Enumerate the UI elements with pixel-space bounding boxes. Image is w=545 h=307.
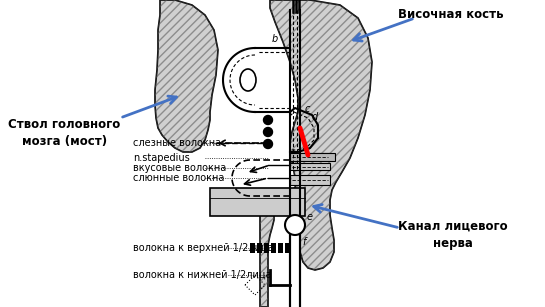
Text: b: b <box>272 34 278 44</box>
Polygon shape <box>155 0 218 152</box>
Circle shape <box>263 127 272 137</box>
Text: d: d <box>312 112 318 122</box>
Bar <box>257 243 262 253</box>
FancyBboxPatch shape <box>290 163 330 170</box>
Circle shape <box>263 139 272 149</box>
Text: Височная кость: Височная кость <box>398 8 504 21</box>
Bar <box>210 188 305 216</box>
Bar <box>250 243 255 253</box>
Bar <box>285 243 290 253</box>
Text: слезные волокна: слезные волокна <box>133 138 221 148</box>
Circle shape <box>285 215 305 235</box>
Text: Ствол головного
мозга (мост): Ствол головного мозга (мост) <box>8 118 120 148</box>
Bar <box>271 243 276 253</box>
Text: волокна к верхней 1/2лица: волокна к верхней 1/2лица <box>133 243 274 253</box>
Text: волокна к нижней 1/2лица: волокна к нижней 1/2лица <box>133 270 271 280</box>
Circle shape <box>263 115 272 125</box>
Text: f: f <box>302 237 305 247</box>
Text: e: e <box>307 212 313 222</box>
Text: n.stapedius: n.stapedius <box>133 153 190 163</box>
Text: вкусовые волокна: вкусовые волокна <box>133 163 226 173</box>
Bar <box>290 153 335 161</box>
Bar <box>278 243 283 253</box>
Text: слюнные волокна: слюнные волокна <box>133 173 225 183</box>
Text: c: c <box>305 104 310 114</box>
Text: Канал лицевого
нерва: Канал лицевого нерва <box>398 220 507 250</box>
Bar <box>264 243 269 253</box>
FancyBboxPatch shape <box>290 175 330 185</box>
Ellipse shape <box>240 69 256 91</box>
FancyBboxPatch shape <box>290 153 330 160</box>
Polygon shape <box>260 0 372 307</box>
